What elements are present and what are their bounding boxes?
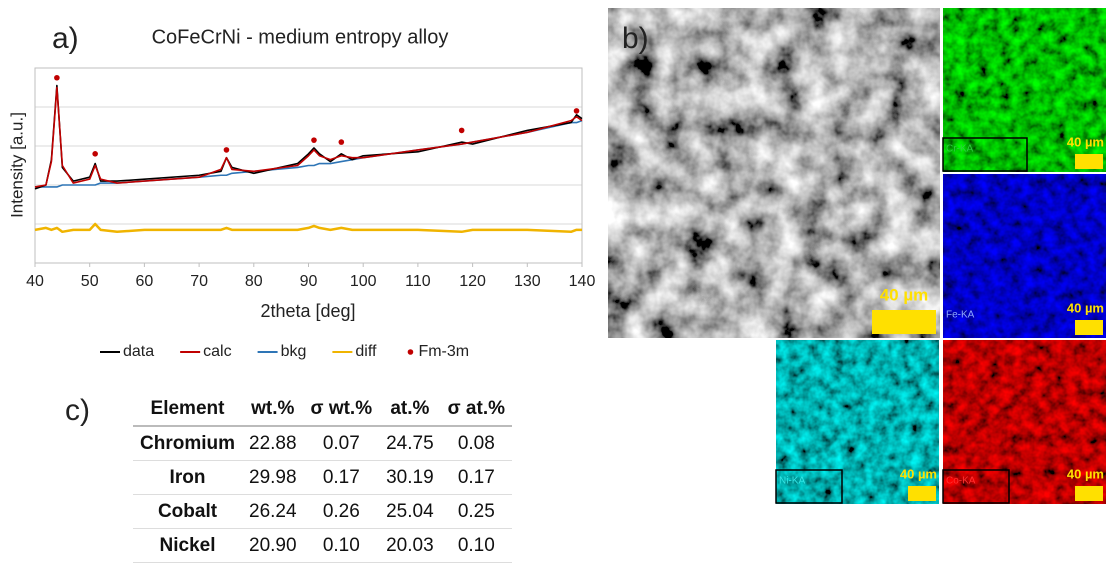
series-line	[35, 224, 582, 232]
page: {"chart_data": {"type": "line", "panel_l…	[0, 0, 1106, 556]
table-cell: 0.08	[441, 426, 512, 461]
reflection-marker	[92, 151, 98, 157]
table-cell: Iron	[133, 461, 242, 495]
table-cell: 0.25	[441, 495, 512, 529]
reflection-marker	[311, 137, 317, 143]
map-label: Fe-KA	[946, 310, 975, 321]
legend-label: bkg	[281, 343, 307, 360]
legend-label: calc	[203, 343, 231, 360]
scale-bar	[1075, 486, 1103, 501]
map-label: Co-KA	[946, 476, 976, 487]
table-cell: 0.10	[304, 529, 380, 563]
column-header: wt.%	[242, 392, 304, 426]
column-header: Element	[133, 392, 242, 426]
scale-label: 40 µm	[1067, 300, 1104, 315]
legend-label: Fm-3m	[418, 343, 469, 360]
column-header: σ wt.%	[304, 392, 380, 426]
column-header: σ at.%	[441, 392, 512, 426]
reflection-marker	[339, 139, 345, 145]
scale-label: 40 µm	[900, 466, 937, 481]
series-line	[35, 88, 582, 187]
scale-bar	[872, 310, 936, 334]
table-cell: 0.07	[304, 426, 380, 461]
x-tick-label: 60	[136, 273, 154, 290]
x-tick-label: 130	[514, 273, 541, 290]
reflection-marker	[224, 147, 230, 153]
table-cell: Nickel	[133, 529, 242, 563]
table-cell: 0.17	[441, 461, 512, 495]
table-cell: 29.98	[242, 461, 304, 495]
x-tick-label: 90	[300, 273, 318, 290]
x-tick-label: 140	[569, 273, 596, 290]
table-cell: 26.24	[242, 495, 304, 529]
table-cell: 20.90	[242, 529, 304, 563]
scale-bar	[908, 486, 936, 501]
x-tick-label: 100	[350, 273, 377, 290]
chart-title: CoFeCrNi - medium entropy alloy	[152, 26, 449, 48]
table-cell: 0.17	[304, 461, 380, 495]
scale-label: 40 µm	[1067, 466, 1104, 481]
table-cell: 20.03	[379, 529, 441, 563]
x-tick-label: 80	[245, 273, 263, 290]
table-cell: 30.19	[379, 461, 441, 495]
scale-label: 40 µm	[880, 285, 929, 304]
reflection-marker	[459, 128, 465, 134]
map-label: Ni-KA	[779, 476, 805, 487]
table-cell: 0.26	[304, 495, 380, 529]
y-axis-label: Intensity [a.u.]	[7, 112, 26, 218]
table-cell: 25.04	[379, 495, 441, 529]
legend-label: data	[123, 343, 154, 360]
reflection-marker	[54, 75, 60, 81]
scale-bar	[1075, 154, 1103, 169]
x-tick-label: 70	[190, 273, 208, 290]
panel-label: a)	[52, 22, 79, 55]
column-header: at.%	[379, 392, 441, 426]
scale-bar	[1075, 320, 1103, 335]
table-cell: Chromium	[133, 426, 242, 461]
panel-label: c)	[65, 394, 90, 427]
panel-label: b)	[622, 22, 649, 55]
scale-label: 40 µm	[1067, 134, 1104, 149]
x-tick-label: 110	[405, 273, 431, 290]
x-tick-label: 50	[81, 273, 99, 290]
map-label: Cr-KA	[946, 144, 974, 155]
table-cell: 0.10	[441, 529, 512, 563]
legend-label: diff	[355, 343, 377, 360]
table-cell: 22.88	[242, 426, 304, 461]
x-axis-label: 2theta [deg]	[260, 301, 355, 321]
x-tick-label: 120	[459, 273, 486, 290]
reflection-marker	[574, 108, 580, 114]
x-tick-label: 40	[26, 273, 44, 290]
table-cell: Cobalt	[133, 495, 242, 529]
legend-marker	[408, 349, 414, 355]
table-cell: 24.75	[379, 426, 441, 461]
